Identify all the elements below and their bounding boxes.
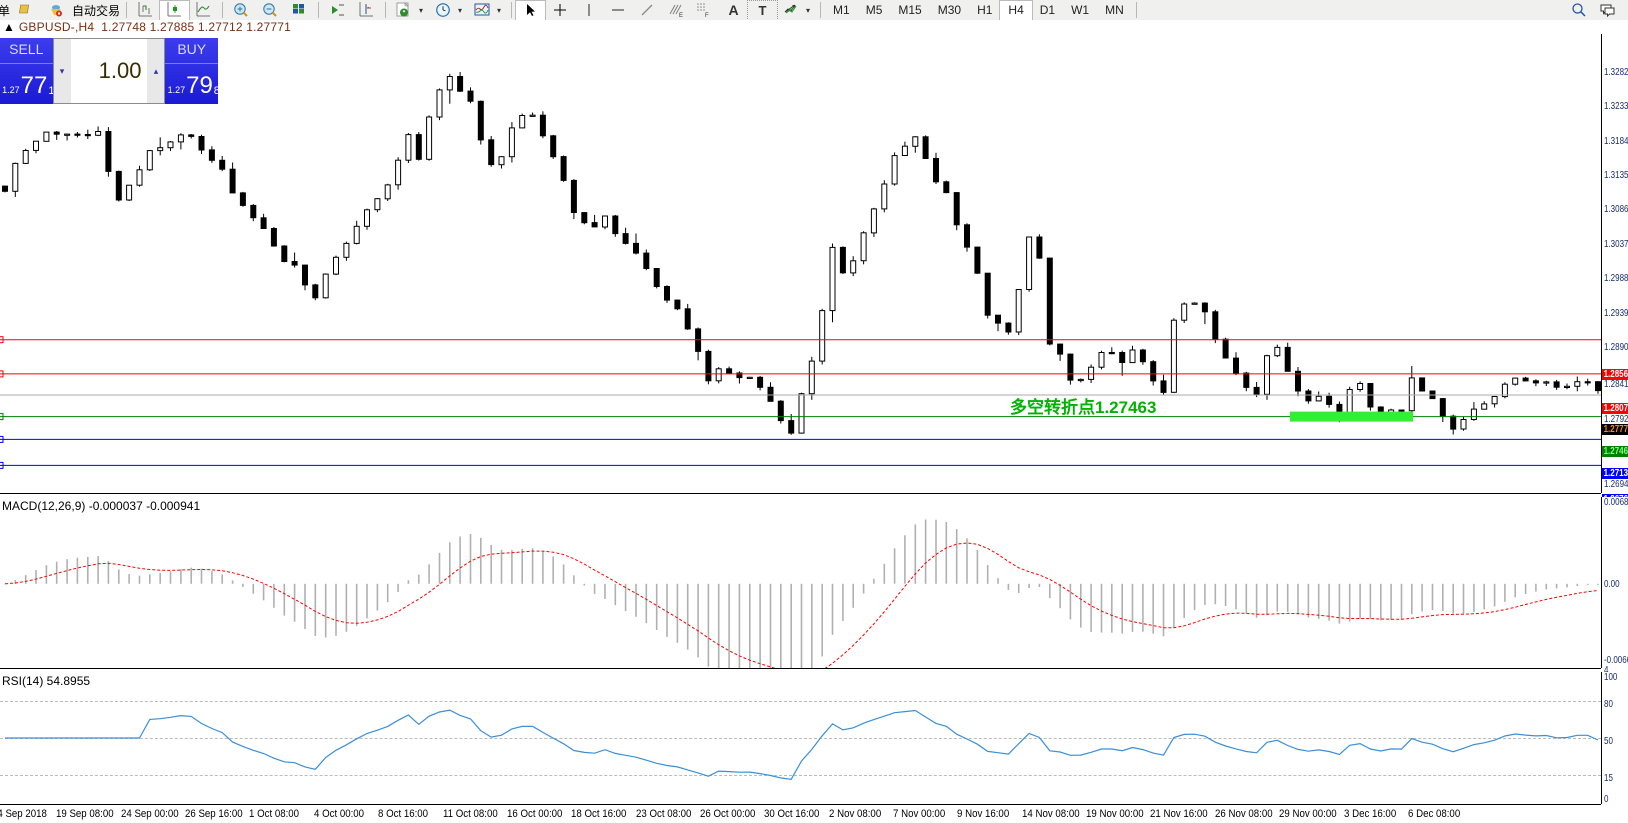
svg-text:多空转折点1.27463: 多空转折点1.27463: [1010, 397, 1156, 417]
